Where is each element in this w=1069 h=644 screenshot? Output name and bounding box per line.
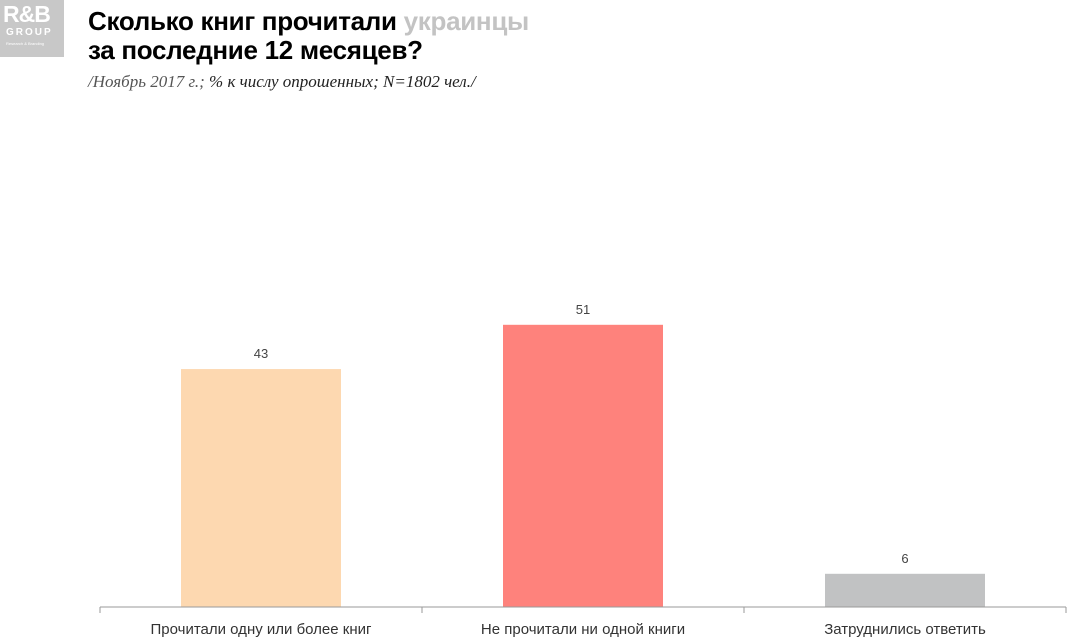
subtitle-base: % к числу опрошенных; N=1802 чел./ bbox=[209, 72, 476, 91]
category-label: Затруднились ответить bbox=[824, 621, 986, 638]
title-highlight-word: украинцы bbox=[403, 6, 530, 36]
data-label: 51 bbox=[576, 302, 590, 317]
subtitle-date: /Ноябрь 2017 г.; bbox=[88, 72, 210, 91]
chart-title: Сколько книг прочитали украинцы за после… bbox=[88, 7, 529, 65]
rb-group-logo: R&B GROUP Research & Branding bbox=[0, 0, 64, 57]
bar bbox=[825, 573, 985, 607]
chart-subtitle: /Ноябрь 2017 г.; % к числу опрошенных; N… bbox=[88, 72, 476, 92]
logo-sub-text: GROUP bbox=[6, 27, 53, 38]
title-line2: за последние 12 месяцев? bbox=[88, 35, 423, 65]
logo-main-text: R&B bbox=[3, 1, 51, 27]
logo-tagline: Research & Branding bbox=[6, 41, 45, 46]
title-line1-prefix: Сколько книг прочитали bbox=[88, 6, 404, 36]
category-label: Не прочитали ни одной книги bbox=[481, 621, 685, 638]
data-label: 6 bbox=[901, 551, 908, 566]
bar bbox=[181, 369, 341, 607]
category-label: Прочитали одну или более книг bbox=[151, 621, 373, 638]
data-label: 43 bbox=[254, 346, 268, 361]
bar bbox=[503, 324, 663, 607]
